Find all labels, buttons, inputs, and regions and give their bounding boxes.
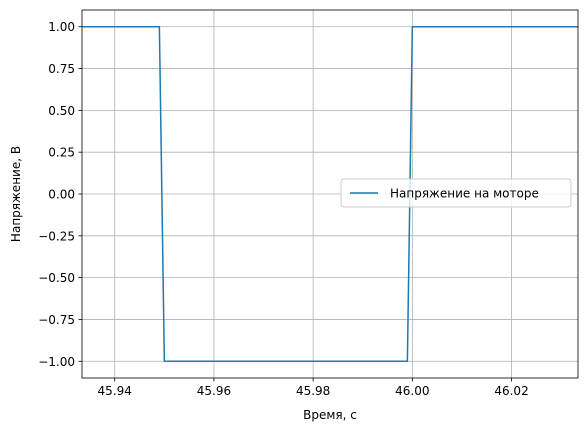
y-tick-label: −1.00: [38, 355, 75, 369]
x-tick-label: 45.98: [296, 384, 330, 398]
x-tick-label: 45.96: [197, 384, 231, 398]
y-tick-label: −0.50: [38, 271, 75, 285]
y-tick-label: 1.00: [48, 20, 75, 34]
y-axis-label: Напряжение, В: [9, 146, 23, 242]
y-tick-label: 0.50: [48, 104, 75, 118]
x-tick-label: 46.00: [395, 384, 429, 398]
series-line: [82, 25, 578, 363]
x-tick-label: 46.02: [494, 384, 528, 398]
x-axis-label: Время, с: [303, 408, 357, 422]
line-layer: [82, 25, 578, 363]
x-ticks: 45.94 45.96 45.98 46.00 46.02: [98, 378, 529, 398]
y-ticks: 1.00 0.75 0.50 0.25 0.00 −0.25 −0.50 −0.75 −1.00: [38, 20, 82, 369]
x-tick-label: 45.94: [98, 384, 132, 398]
legend-label: Напряжение на моторе: [390, 187, 539, 201]
legend: Напряжение на моторе: [340, 178, 572, 208]
y-tick-label: 0.75: [48, 62, 75, 76]
y-tick-label: −0.75: [38, 313, 75, 327]
y-tick-label: 0.25: [48, 146, 75, 160]
y-tick-label: −0.25: [38, 229, 75, 243]
y-tick-label: 0.00: [48, 188, 75, 202]
legend-box: [340, 178, 572, 208]
